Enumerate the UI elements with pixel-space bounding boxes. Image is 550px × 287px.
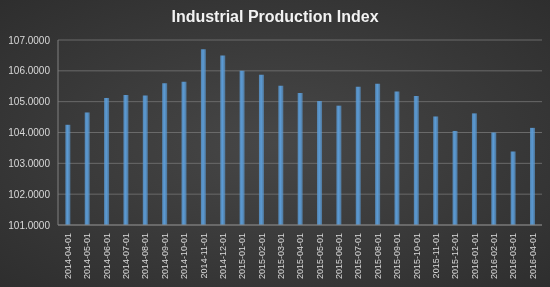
svg-text:105.0000: 105.0000 (8, 96, 50, 107)
svg-text:2015-09-01: 2015-09-01 (392, 233, 402, 279)
svg-text:2014-05-01: 2014-05-01 (82, 233, 92, 279)
svg-text:2014-10-01: 2014-10-01 (179, 233, 189, 279)
svg-text:106.0000: 106.0000 (8, 65, 50, 76)
svg-text:2015-03-01: 2015-03-01 (276, 233, 286, 279)
html-text:Industrial Production Index: Industrial Production Index (171, 8, 379, 25)
svg-text:2014-08-01: 2014-08-01 (141, 233, 151, 279)
svg-text:2014-12-01: 2014-12-01 (218, 233, 228, 279)
svg-text:104.0000: 104.0000 (8, 127, 50, 138)
svg-text:2015-07-01: 2015-07-01 (353, 233, 363, 279)
svg-text:2016-03-01: 2016-03-01 (508, 233, 518, 279)
svg-text:2015-01-01: 2015-01-01 (237, 233, 247, 279)
svg-text:2016-01-01: 2016-01-01 (470, 233, 480, 279)
svg-text:2015-08-01: 2015-08-01 (373, 233, 383, 279)
svg-text:2014-09-01: 2014-09-01 (160, 233, 170, 279)
svg-text:2016-04-01: 2016-04-01 (528, 233, 538, 279)
svg-text:2014-07-01: 2014-07-01 (121, 233, 131, 279)
svg-text:2015-10-01: 2015-10-01 (412, 233, 422, 279)
svg-text:102.0000: 102.0000 (8, 189, 50, 200)
svg-text:2015-04-01: 2015-04-01 (295, 233, 305, 279)
svg-text:103.0000: 103.0000 (8, 158, 50, 169)
svg-text:2015-05-01: 2015-05-01 (315, 233, 325, 279)
svg-text:2015-06-01: 2015-06-01 (334, 233, 344, 279)
svg-text:2014-04-01: 2014-04-01 (63, 233, 73, 279)
svg-text:2015-02-01: 2015-02-01 (257, 233, 267, 279)
svg-text:2014-06-01: 2014-06-01 (102, 233, 112, 279)
svg-text:101.0000: 101.0000 (8, 220, 50, 231)
svg-text:107.0000: 107.0000 (8, 35, 50, 46)
svg-text:2015-12-01: 2015-12-01 (450, 233, 460, 279)
svg-text:2015-11-01: 2015-11-01 (431, 233, 441, 278)
svg-text:2016-02-01: 2016-02-01 (489, 233, 499, 279)
svg-text:2014-11-01: 2014-11-01 (199, 233, 209, 278)
